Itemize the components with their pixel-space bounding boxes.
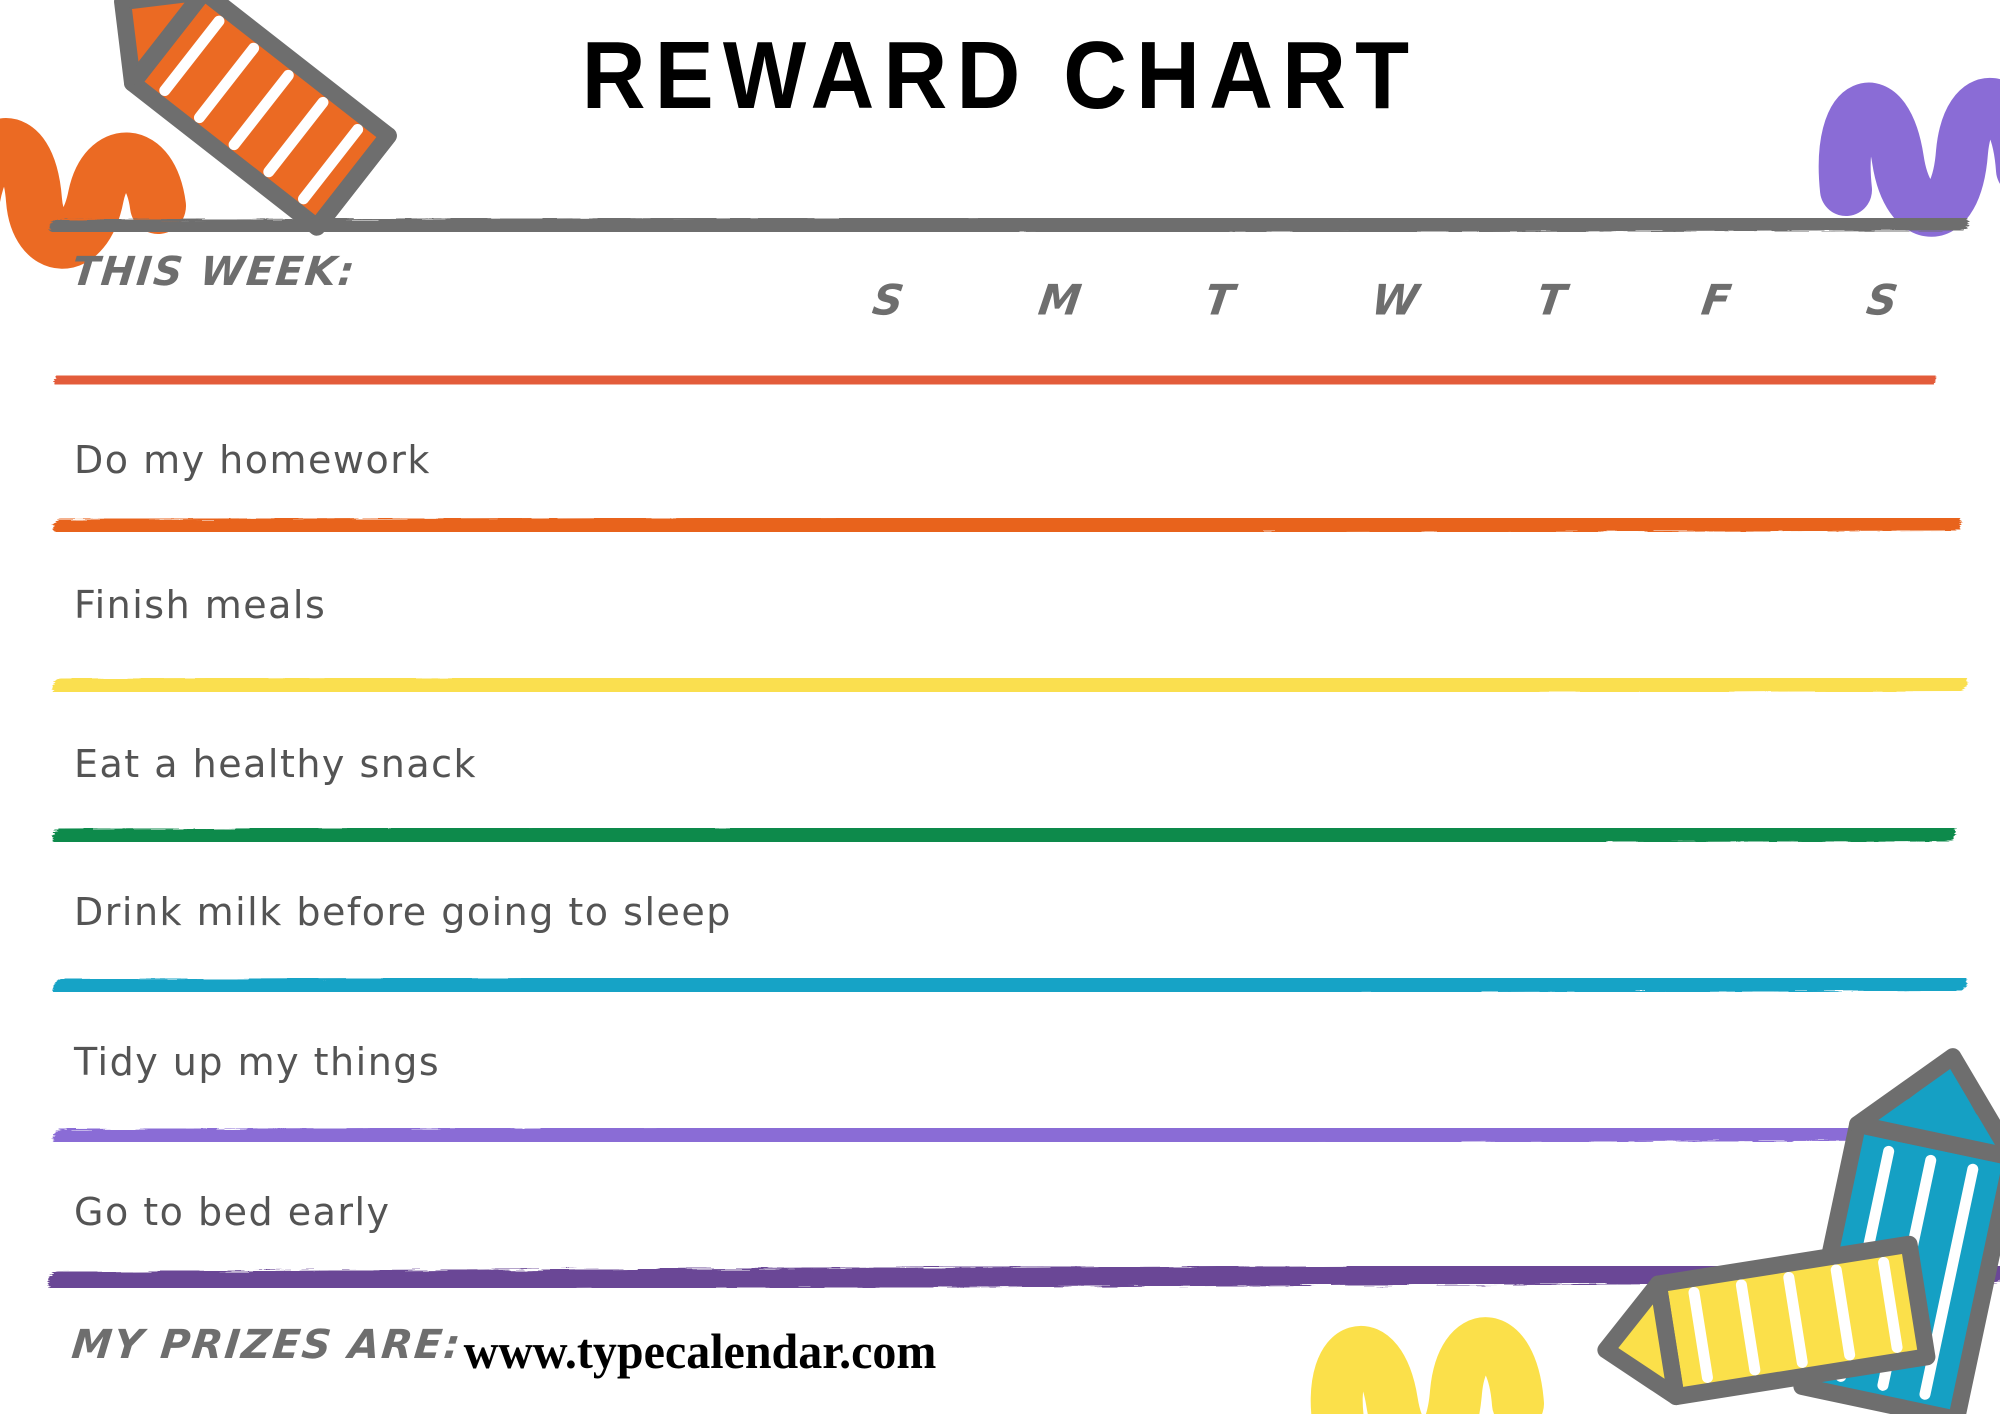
this-week-label: THIS WEEK: [69, 249, 359, 295]
task-label-0: Do my homework [74, 438, 431, 482]
yellow-squiggle-bottom-right-icon [1310, 1317, 1544, 1414]
task-label-5: Go to bed early [74, 1190, 391, 1234]
row-divider-orange [53, 513, 1961, 537]
task-label-2: Eat a healthy snack [74, 742, 478, 786]
top-rule [49, 213, 1969, 237]
row-divider-purple [53, 1123, 1947, 1147]
row-divider-red [54, 370, 1936, 390]
task-label-4: Tidy up my things [74, 1040, 441, 1084]
row-divider-yellow [52, 672, 1968, 698]
task-label-1: Finish meals [74, 583, 327, 627]
grid-vertical-lines [783, 190, 1956, 1278]
row-divider-green [52, 822, 1956, 848]
row-divider-teal [53, 973, 1967, 997]
purple-squiggle-top-right-icon [1818, 78, 2000, 237]
task-label-3: Drink milk before going to sleep [74, 890, 732, 934]
page-title: REWARD CHART [581, 22, 1419, 129]
website-url: www.typecalendar.com [463, 1323, 937, 1379]
yellow-pencil-icon [1597, 1235, 1936, 1406]
orange-squiggle-top-left-icon [0, 118, 186, 269]
